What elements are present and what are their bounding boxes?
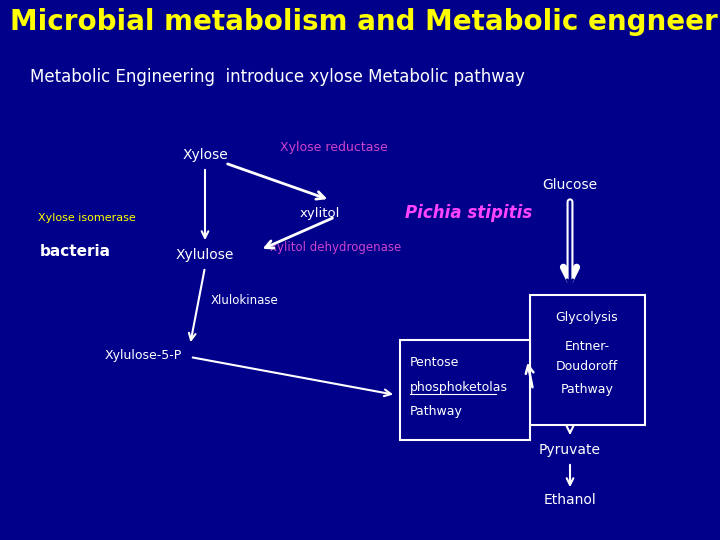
Text: Pentose: Pentose — [410, 355, 459, 368]
Text: Xylose: Xylose — [182, 148, 228, 162]
Text: Glycolysis: Glycolysis — [556, 310, 618, 323]
Text: Xylose isomerase: Xylose isomerase — [38, 213, 136, 223]
Text: Doudoroff: Doudoroff — [556, 361, 618, 374]
Text: phosphoketolas: phosphoketolas — [410, 381, 508, 395]
Text: Metabolic Engineering  introduce xylose Metabolic pathway: Metabolic Engineering introduce xylose M… — [30, 68, 525, 86]
Text: Pyruvate: Pyruvate — [539, 443, 601, 457]
Text: Ethanol: Ethanol — [544, 493, 596, 507]
Text: Entner-: Entner- — [564, 341, 610, 354]
Text: Xlulokinase: Xlulokinase — [211, 294, 279, 307]
Text: bacteria: bacteria — [40, 245, 111, 260]
Text: Pichia stipitis: Pichia stipitis — [405, 204, 532, 222]
Text: Xylose reductase: Xylose reductase — [280, 141, 388, 154]
Text: Pathway: Pathway — [410, 406, 463, 419]
Text: Xylulose: Xylulose — [176, 248, 234, 262]
Bar — [530, 295, 645, 425]
Text: Xylulose-5-P: Xylulose-5-P — [105, 348, 182, 361]
Bar — [400, 340, 530, 440]
Text: xylitol dehydrogenase: xylitol dehydrogenase — [270, 241, 401, 254]
Text: Pathway: Pathway — [561, 383, 613, 396]
Text: xylitol: xylitol — [300, 206, 340, 219]
Text: Microbial metabolism and Metabolic engneering: Microbial metabolism and Metabolic engne… — [10, 8, 720, 36]
Text: Glucose: Glucose — [542, 178, 598, 192]
